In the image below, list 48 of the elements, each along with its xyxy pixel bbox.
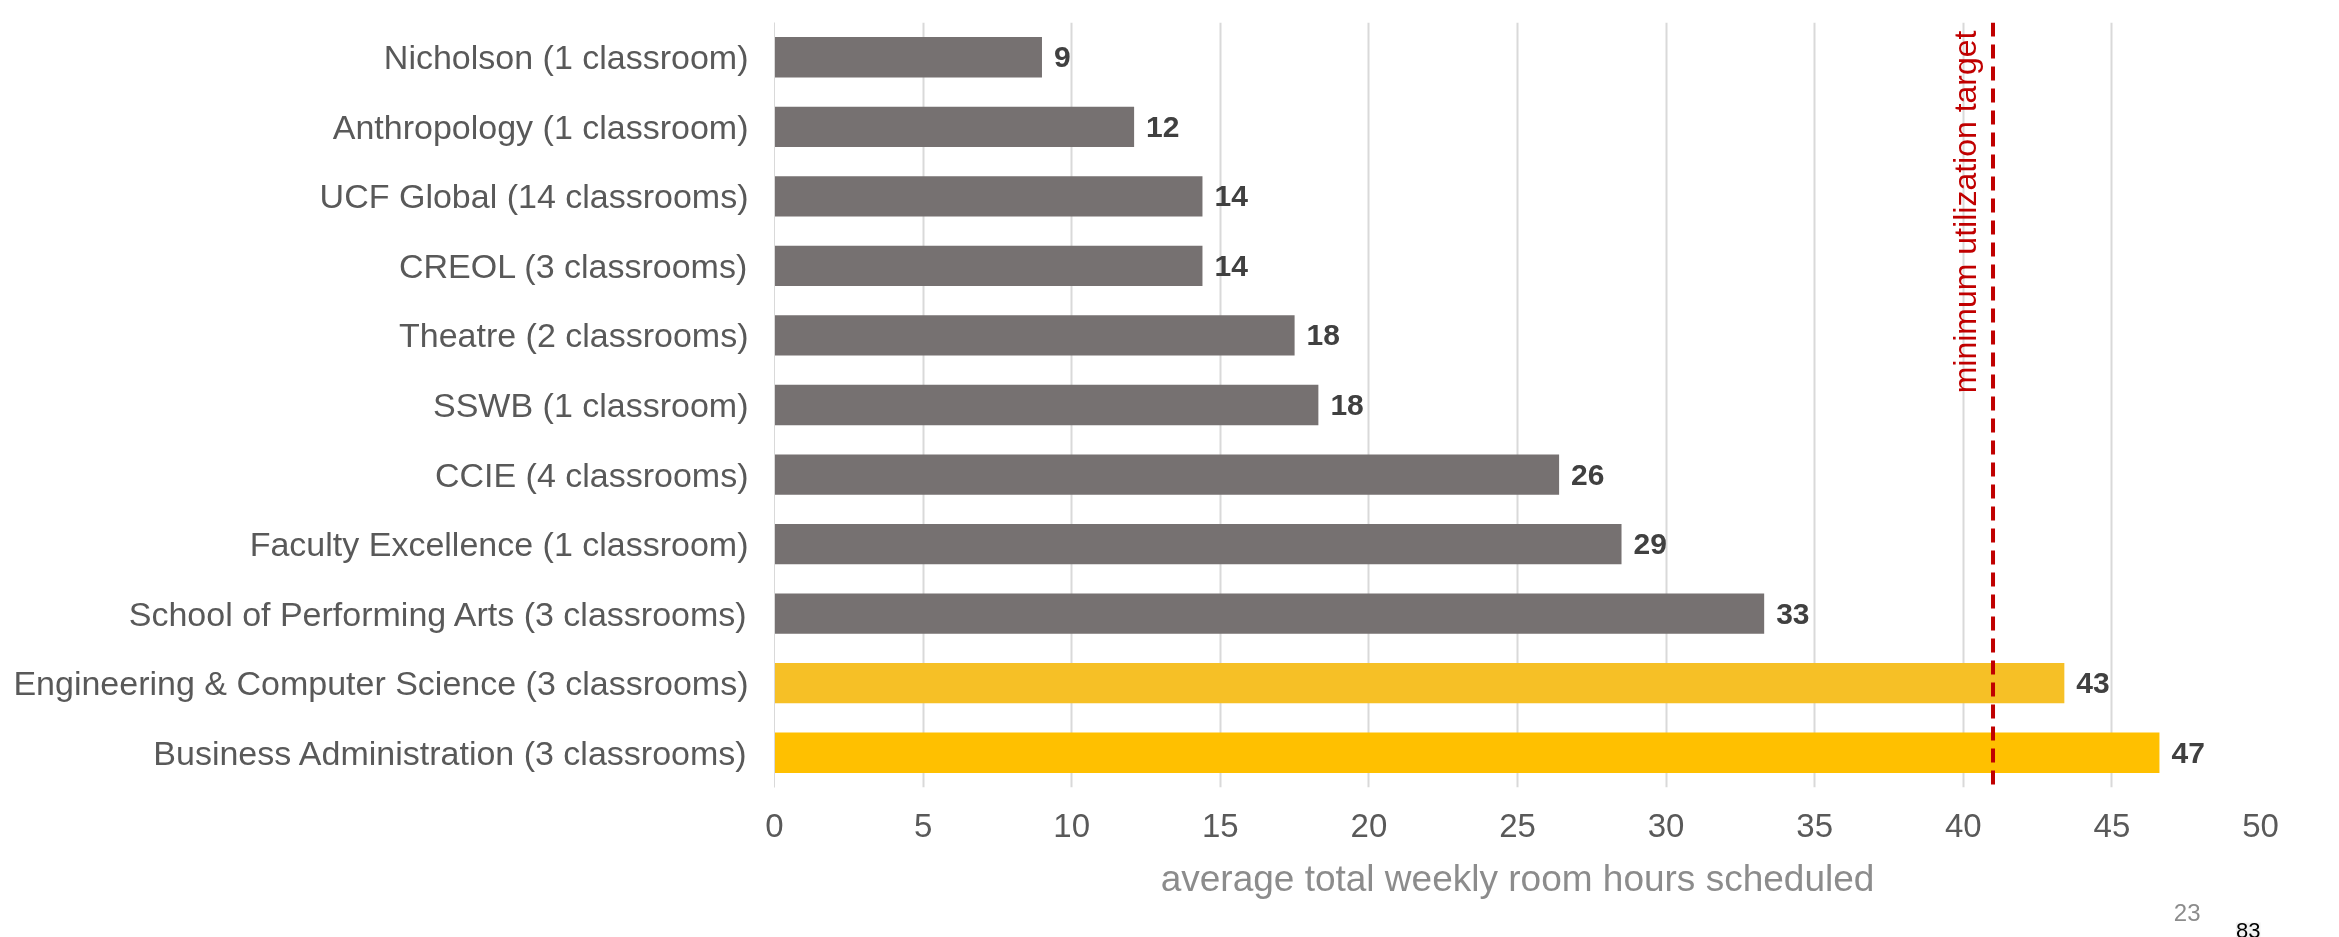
x-tick-label: 25 — [1499, 806, 1536, 844]
data-label: 18 — [1330, 388, 1364, 421]
x-tick-label: 5 — [913, 806, 933, 844]
y-tick-label: CCIE (4 classrooms) — [434, 455, 749, 494]
text: 23 — [2173, 898, 2201, 926]
y-tick-label: SSWB (1 classroom) — [433, 386, 749, 424]
ref-line-label: minimum utilization target — [1947, 30, 1984, 394]
bar — [774, 593, 1765, 634]
bar — [774, 315, 1295, 356]
bar — [774, 176, 1203, 217]
bar — [774, 663, 2065, 704]
data-label: 12 — [1146, 109, 1180, 143]
y-tick-label: CREOL (3 classrooms) — [398, 246, 748, 285]
data-label: 33 — [1776, 596, 1810, 630]
y-tick-label: Anthropology (1 classroom) — [332, 107, 749, 146]
y-tick-label: School of Performing Arts (3 classrooms) — [128, 594, 747, 633]
x-tick-label: 45 — [2093, 806, 2131, 844]
y-tick-label: Nicholson (1 classroom) — [383, 38, 749, 77]
bar — [774, 454, 1560, 495]
bar — [774, 384, 1319, 426]
text: 83 — [2236, 917, 2261, 937]
data-label: 14 — [1214, 179, 1249, 213]
x-tick-label: 30 — [1647, 806, 1685, 844]
data-label: 47 — [2171, 735, 2205, 769]
x-tick-label: 20 — [1350, 806, 1388, 844]
y-tick-label: Engineering & Computer Science (3 classrooms) — [13, 664, 749, 703]
bar — [774, 37, 1042, 78]
y-tick-label: UCF Global (14 classrooms) — [319, 177, 749, 216]
data-label: 26 — [1571, 457, 1605, 491]
x-axis-title: average total weekly room hours scheduled — [1160, 857, 1875, 899]
y-tick-label: Faculty Excellence (1 classroom) — [249, 525, 749, 564]
x-tick-label: 50 — [2242, 806, 2279, 844]
y-tick-label: Business Administration (3 classrooms) — [153, 733, 747, 772]
data-label: 18 — [1306, 318, 1340, 352]
bar — [774, 106, 1135, 147]
x-tick-label: 0 — [765, 806, 784, 844]
x-tick-label: 15 — [1201, 806, 1239, 844]
bar — [774, 732, 2160, 773]
bar — [774, 245, 1203, 287]
y-tick-label: Theatre (2 classrooms) — [398, 316, 749, 355]
data-label: 29 — [1633, 527, 1667, 561]
data-label: 14 — [1214, 248, 1249, 282]
x-tick-label: 40 — [1944, 806, 1982, 844]
data-label: 9 — [1053, 40, 1071, 74]
bar — [774, 523, 1622, 565]
x-tick-label: 35 — [1796, 806, 1834, 844]
data-label: 43 — [2076, 666, 2110, 700]
x-tick-label: 10 — [1053, 806, 1091, 844]
